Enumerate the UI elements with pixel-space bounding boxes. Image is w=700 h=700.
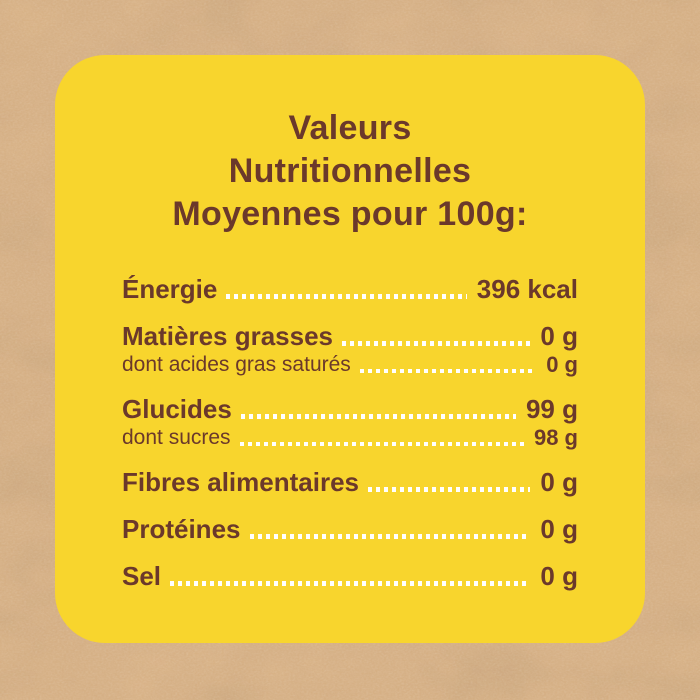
dot-leader: [342, 341, 531, 346]
row-label: dont sucres: [122, 426, 231, 449]
row-matieres-grasses: Matières grasses 0 g: [122, 321, 578, 351]
row-label: Glucides: [122, 394, 232, 424]
row-fibres-alimentaires: Fibres alimentaires 0 g: [122, 467, 578, 497]
row-label: Protéines: [122, 514, 241, 544]
row-proteines: Protéines 0 g: [122, 514, 578, 544]
row-label: Énergie: [122, 274, 218, 304]
dot-leader: [226, 294, 467, 299]
row-label: dont acides gras saturés: [122, 353, 351, 376]
row-label: Fibres alimentaires: [122, 467, 359, 497]
row-value: 98 g: [533, 425, 578, 450]
dot-leader: [249, 534, 531, 539]
row-energie: Énergie 396 kcal: [122, 274, 578, 304]
nutrition-rows: Énergie 396 kcal Matières grasses 0 g do…: [122, 274, 578, 591]
row-value: 0 g: [540, 561, 578, 591]
row-value: 99 g: [525, 394, 578, 424]
row-value: 0 g: [540, 467, 578, 497]
row-sucres: dont sucres 98 g: [122, 426, 578, 450]
row-value: 0 g: [546, 352, 578, 377]
title-line: Valeurs: [288, 109, 412, 147]
row-label: Sel: [122, 561, 162, 591]
nutrition-label-card: Valeurs Nutritionnelles Moyennes pour 10…: [55, 55, 645, 643]
row-glucides: Glucides 99 g: [122, 394, 578, 424]
row-value: 0 g: [540, 514, 578, 544]
nutrition-title: Valeurs Nutritionnelles Moyennes pour 10…: [122, 107, 578, 236]
row-label: Matières grasses: [122, 321, 334, 351]
row-acides-gras-satures: dont acides gras saturés 0 g: [122, 353, 578, 377]
title-line: Nutritionnelles: [228, 152, 472, 190]
row-value: 0 g: [540, 321, 578, 351]
dot-leader: [240, 414, 516, 419]
row-value: 396 kcal: [476, 274, 578, 304]
row-sel: Sel 0 g: [122, 561, 578, 591]
dot-leader: [170, 581, 531, 586]
dot-leader: [239, 442, 524, 446]
dot-leader: [359, 369, 537, 373]
title-line: Moyennes pour 100g:: [172, 195, 528, 233]
dot-leader: [368, 487, 531, 492]
